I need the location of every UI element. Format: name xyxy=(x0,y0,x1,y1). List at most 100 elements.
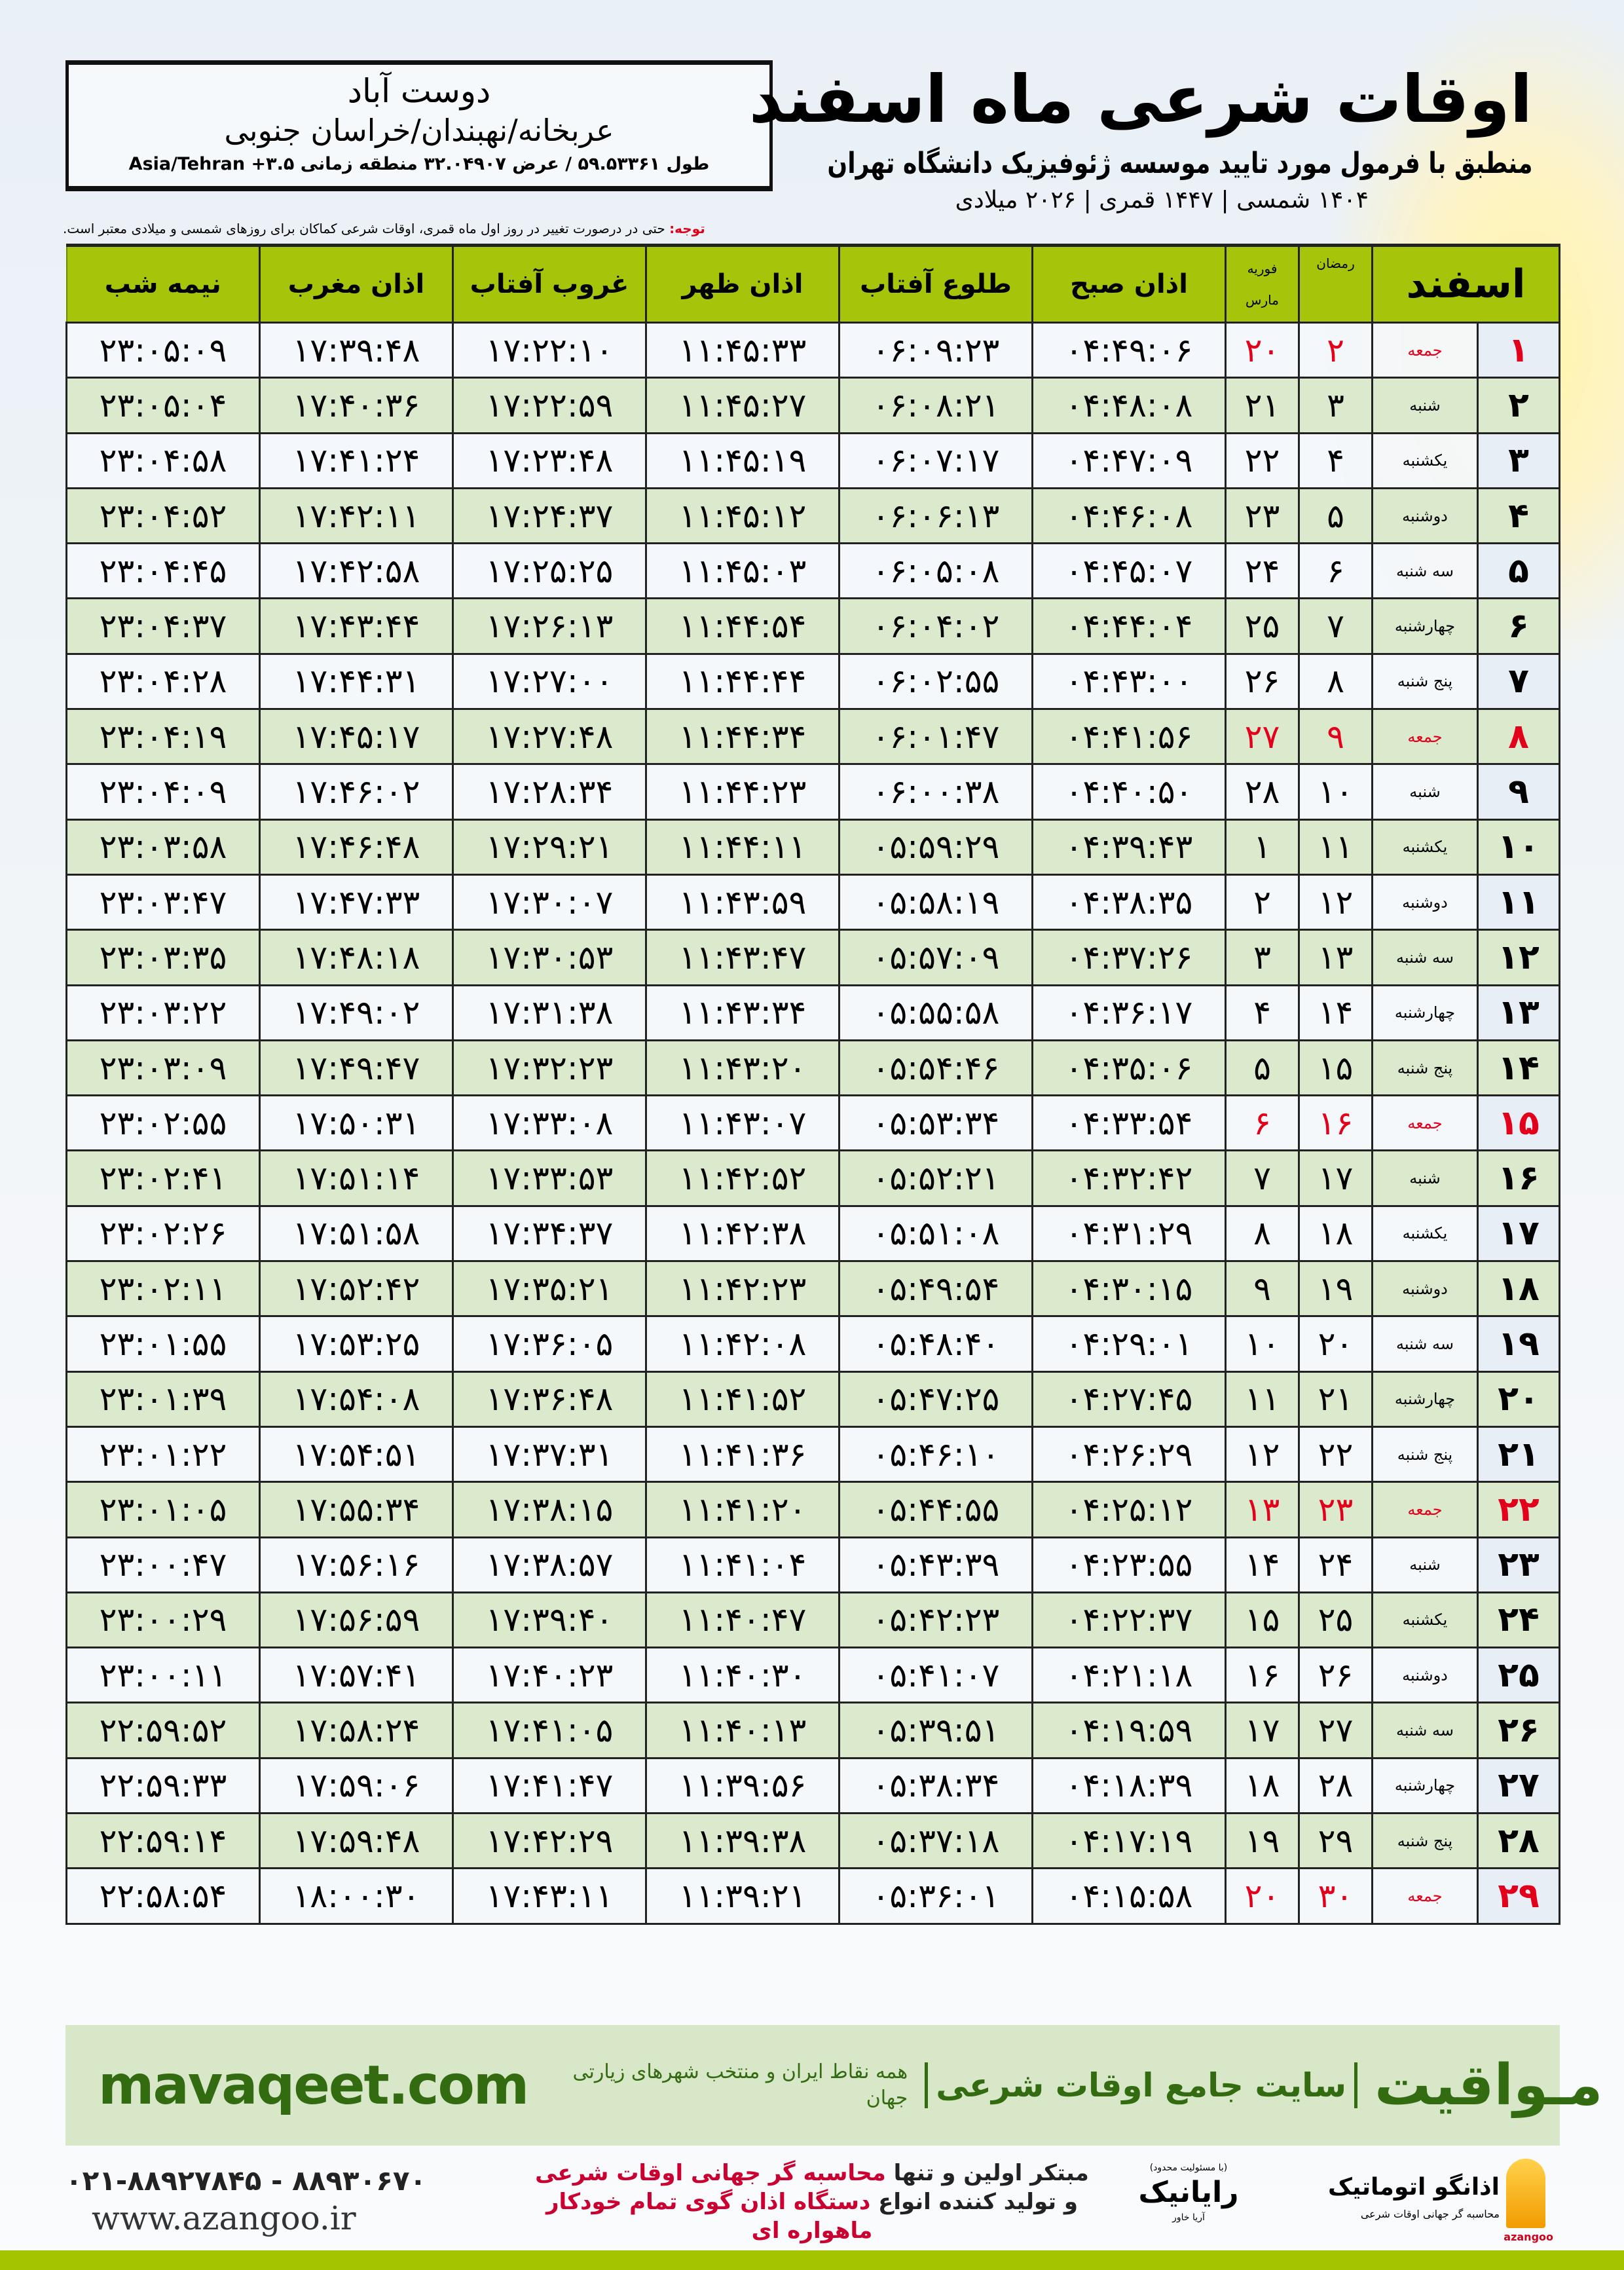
hijri-day: ۱۴ xyxy=(1298,984,1373,1041)
weekday: یکشنبه xyxy=(1371,818,1479,876)
weekday: سه شنبه xyxy=(1371,929,1479,986)
table-row: ۲۳:۰۱:۲۲ ۱۷:۵۴:۵۱ ۱۷:۳۷:۳۱ ۱۱:۴۱:۳۶ ۰۵:۴۶:۱۰… xyxy=(65,1425,1560,1483)
table-row: ۲۲:۵۹:۳۳ ۱۷:۵۹:۰۶ ۱۷:۴۱:۴۷ ۱۱:۳۹:۵۶ ۰۵:۳۸:۳۴… xyxy=(65,1757,1560,1815)
hijri-day: ۲۲ xyxy=(1298,1425,1373,1483)
midnight-time: ۲۳:۰۰:۲۹ xyxy=(65,1591,261,1649)
midnight-time: ۲۳:۰۰:۴۷ xyxy=(65,1536,261,1593)
azangoo-website[interactable]: www.azangoo.ir xyxy=(92,2199,356,2237)
table-header: نیمه شب اذان مغرب غروب آفتاب اذان ظهر طل… xyxy=(65,244,1560,324)
note: توجه: حتی در درصورت تغییر در روز اول ماه… xyxy=(63,220,1045,237)
hijri-day: ۵ xyxy=(1298,487,1373,545)
fajr-time: ۰۴:۳۲:۴۲ xyxy=(1031,1149,1227,1207)
sunrise-time: ۰۵:۵۹:۲۹ xyxy=(838,818,1033,876)
dhuhr-time: ۱۱:۴۲:۵۲ xyxy=(645,1149,840,1207)
sunrise-time: ۰۶:۰۵:۰۸ xyxy=(838,542,1033,600)
weekday: چهارشنبه xyxy=(1371,1757,1479,1815)
sunrise-time: ۰۶:۰۱:۴۷ xyxy=(838,708,1033,766)
hijri-day: ۲ xyxy=(1298,321,1373,379)
promo-line2-b: دستگاه اذان گوی تمام خودکار ماهواره ای xyxy=(545,2189,873,2244)
hijri-day: ۱۹ xyxy=(1298,1260,1373,1318)
table-row: ۲۳:۰۲:۵۵ ۱۷:۵۰:۳۱ ۱۷:۳۳:۰۸ ۱۱:۴۳:۰۷ ۰۵:۵۳:۳۴… xyxy=(65,1094,1560,1152)
header-midnight: نیمه شب xyxy=(65,244,261,324)
weekday: چهارشنبه xyxy=(1371,984,1479,1041)
midnight-time: ۲۳:۰۴:۵۸ xyxy=(65,432,261,489)
gregorian-day: ۱۸ xyxy=(1225,1757,1300,1815)
table-row: ۲۳:۰۱:۵۵ ۱۷:۵۳:۲۵ ۱۷:۳۶:۰۵ ۱۱:۴۲:۰۸ ۰۵:۴۸:۴۰… xyxy=(65,1315,1560,1373)
fajr-time: ۰۴:۱۸:۳۹ xyxy=(1031,1757,1227,1815)
sunrise-time: ۰۵:۴۷:۲۵ xyxy=(838,1370,1033,1428)
phone-numbers: ۰۲۱-۸۸۹۲۷۸۴۵ - ۸۸۹۳۰۶۷۰ xyxy=(65,2165,427,2197)
sunrise-time: ۰۵:۵۷:۰۹ xyxy=(838,929,1033,986)
sunrise-time: ۰۵:۴۶:۱۰ xyxy=(838,1425,1033,1483)
header-dhuhr: اذان ظهر xyxy=(645,244,840,324)
sunset-time: ۱۷:۳۳:۰۸ xyxy=(452,1094,647,1152)
sunrise-time: ۰۵:۳۸:۳۴ xyxy=(838,1757,1033,1815)
rayanik-name: رایانیک xyxy=(1138,2176,1239,2209)
sunrise-time: ۰۵:۴۳:۳۹ xyxy=(838,1536,1033,1593)
maghrib-time: ۱۷:۵۹:۴۸ xyxy=(259,1812,454,1870)
rayanik-sub: آریا خاور xyxy=(1172,2212,1205,2223)
fajr-time: ۰۴:۲۵:۱۲ xyxy=(1031,1481,1227,1538)
gregorian-day: ۲۶ xyxy=(1225,652,1300,711)
hijri-day: ۲۸ xyxy=(1298,1757,1373,1815)
fajr-time: ۰۴:۲۶:۲۹ xyxy=(1031,1425,1227,1483)
fajr-time: ۰۴:۳۳:۵۴ xyxy=(1031,1094,1227,1152)
mavaqeet-site-link[interactable]: mavaqeet.com xyxy=(98,2054,529,2117)
sunrise-time: ۰۵:۴۸:۴۰ xyxy=(838,1315,1033,1373)
sunset-time: ۱۷:۳۶:۰۵ xyxy=(452,1315,647,1373)
fajr-time: ۰۴:۳۷:۲۶ xyxy=(1031,929,1227,986)
sunset-time: ۱۷:۲۲:۵۹ xyxy=(452,377,647,434)
esfand-day: ۲۰ xyxy=(1477,1370,1560,1428)
dhuhr-time: ۱۱:۴۱:۰۴ xyxy=(645,1536,840,1593)
maghrib-time: ۱۷:۵۲:۴۲ xyxy=(259,1260,454,1318)
gregorian-day: ۱۴ xyxy=(1225,1536,1300,1593)
hijri-day: ۲۴ xyxy=(1298,1536,1373,1593)
fajr-time: ۰۴:۳۶:۱۷ xyxy=(1031,984,1227,1041)
table-row: ۲۳:۰۳:۵۸ ۱۷:۴۶:۴۸ ۱۷:۲۹:۲۱ ۱۱:۴۴:۱۱ ۰۵:۵۹:۲۹… xyxy=(65,818,1560,876)
esfand-day: ۲۴ xyxy=(1477,1591,1560,1649)
weekday: دوشنبه xyxy=(1371,487,1479,545)
hijri-day: ۱۰ xyxy=(1298,763,1373,821)
hijri-day: ۱۳ xyxy=(1298,929,1373,986)
gregorian-day: ۱۶ xyxy=(1225,1647,1300,1704)
promo-text: مبتکر اولین و تنها محاسبه گر جهانی اوقات… xyxy=(524,2159,1100,2245)
fajr-time: ۰۴:۳۱:۲۹ xyxy=(1031,1204,1227,1263)
sunrise-time: ۰۵:۳۶:۰۱ xyxy=(838,1867,1033,1925)
azangoo-name: اذانگو اتوماتیک xyxy=(1327,2174,1500,2201)
esfand-day: ۱ xyxy=(1477,321,1560,379)
azangoo-logo: azangoo اذانگو اتوماتیک محاسبه گر جهانی … xyxy=(1277,2159,1559,2246)
weekday: پنج شنبه xyxy=(1371,1812,1479,1870)
fajr-time: ۰۴:۲۹:۰۱ xyxy=(1031,1315,1227,1373)
sunrise-time: ۰۶:۰۶:۱۳ xyxy=(838,487,1033,545)
maghrib-time: ۱۷:۴۸:۱۸ xyxy=(259,929,454,986)
gregorian-day: ۲۵ xyxy=(1225,597,1300,655)
weekday: جمعه xyxy=(1371,708,1479,766)
dhuhr-time: ۱۱:۴۴:۲۳ xyxy=(645,763,840,821)
hijri-day: ۲۹ xyxy=(1298,1812,1373,1870)
maghrib-time: ۱۷:۵۱:۱۴ xyxy=(259,1149,454,1207)
fajr-time: ۰۴:۴۱:۵۶ xyxy=(1031,708,1227,766)
midnight-time: ۲۳:۰۳:۲۲ xyxy=(65,984,261,1041)
sunset-time: ۱۷:۳۶:۴۸ xyxy=(452,1370,647,1428)
gregorian-day: ۱۲ xyxy=(1225,1425,1300,1483)
sunset-time: ۱۷:۳۸:۱۵ xyxy=(452,1481,647,1538)
table-row: ۲۳:۰۴:۱۹ ۱۷:۴۵:۱۷ ۱۷:۲۷:۴۸ ۱۱:۴۴:۳۴ ۰۶:۰۱:۴۷… xyxy=(65,708,1560,766)
hijri-day: ۲۷ xyxy=(1298,1702,1373,1759)
promo-line1-a: مبتکر اولین و تنها xyxy=(885,2160,1089,2186)
dhuhr-time: ۱۱:۴۲:۲۳ xyxy=(645,1260,840,1318)
esfand-day: ۸ xyxy=(1477,708,1560,766)
weekday: جمعه xyxy=(1371,321,1479,379)
dhuhr-time: ۱۱:۴۰:۱۳ xyxy=(645,1702,840,1759)
gregorian-day: ۲۷ xyxy=(1225,708,1300,766)
gregorian-day: ۱۹ xyxy=(1225,1812,1300,1870)
fajr-time: ۰۴:۱۷:۱۹ xyxy=(1031,1812,1227,1870)
dhuhr-time: ۱۱:۴۴:۴۴ xyxy=(645,652,840,711)
esfand-day: ۱۲ xyxy=(1477,929,1560,986)
note-label: توجه: xyxy=(669,221,705,236)
gregorian-day: ۱ xyxy=(1225,818,1300,876)
dhuhr-time: ۱۱:۴۵:۰۳ xyxy=(645,542,840,600)
weekday: پنج شنبه xyxy=(1371,1039,1479,1097)
midnight-time: ۲۳:۰۱:۳۹ xyxy=(65,1370,261,1428)
sunset-time: ۱۷:۳۷:۳۱ xyxy=(452,1425,647,1483)
fajr-time: ۰۴:۴۵:۰۷ xyxy=(1031,542,1227,600)
